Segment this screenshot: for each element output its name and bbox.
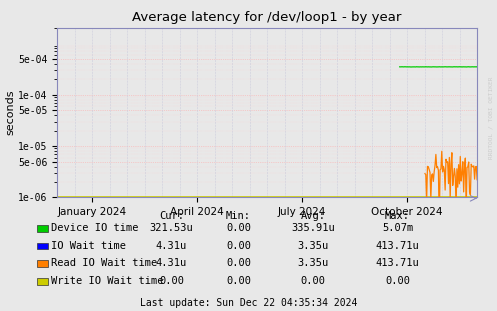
Text: 335.91u: 335.91u [291, 223, 335, 233]
Text: 413.71u: 413.71u [376, 241, 419, 251]
Text: 0.00: 0.00 [226, 241, 251, 251]
Text: 0.00: 0.00 [301, 276, 326, 286]
Text: 0.00: 0.00 [226, 223, 251, 233]
Text: 0.00: 0.00 [226, 258, 251, 268]
Text: Device IO time: Device IO time [51, 223, 139, 233]
Text: 0.00: 0.00 [385, 276, 410, 286]
Text: 5.07m: 5.07m [382, 223, 413, 233]
Text: Max:: Max: [385, 211, 410, 221]
Text: 0.00: 0.00 [159, 276, 184, 286]
Text: Last update: Sun Dec 22 04:35:34 2024: Last update: Sun Dec 22 04:35:34 2024 [140, 298, 357, 308]
Text: 3.35u: 3.35u [298, 258, 329, 268]
Text: Write IO Wait time: Write IO Wait time [51, 276, 164, 286]
Text: Min:: Min: [226, 211, 251, 221]
Text: Cur:: Cur: [159, 211, 184, 221]
Text: 413.71u: 413.71u [376, 258, 419, 268]
Text: Read IO Wait time: Read IO Wait time [51, 258, 158, 268]
Text: 4.31u: 4.31u [156, 241, 187, 251]
Text: 0.00: 0.00 [226, 276, 251, 286]
Title: Average latency for /dev/loop1 - by year: Average latency for /dev/loop1 - by year [132, 11, 402, 24]
Text: 4.31u: 4.31u [156, 258, 187, 268]
Y-axis label: seconds: seconds [5, 90, 15, 136]
Text: RRDTOOL / TOBI OETIKER: RRDTOOL / TOBI OETIKER [489, 77, 494, 160]
Text: IO Wait time: IO Wait time [51, 241, 126, 251]
Text: 321.53u: 321.53u [150, 223, 193, 233]
Text: Avg:: Avg: [301, 211, 326, 221]
Text: 3.35u: 3.35u [298, 241, 329, 251]
